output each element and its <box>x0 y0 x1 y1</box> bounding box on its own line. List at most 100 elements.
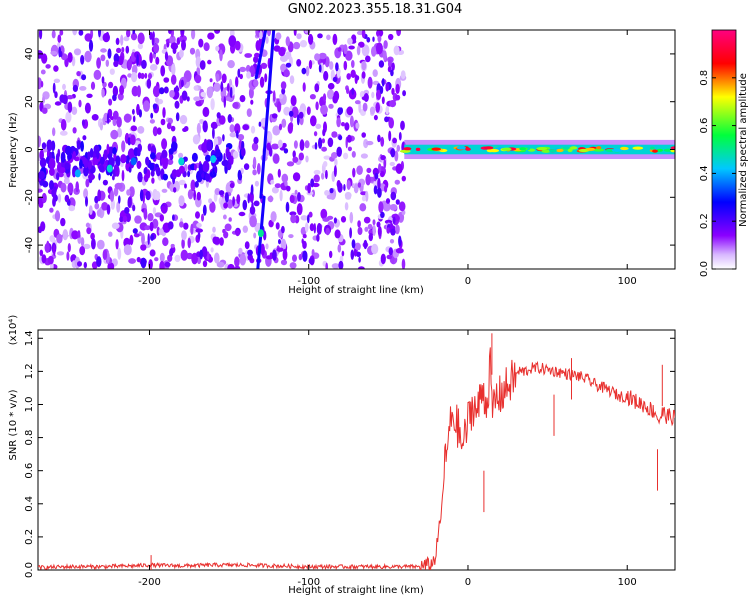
noise-speckle <box>202 260 208 268</box>
noise-speckle <box>340 216 347 223</box>
near-zero-blob <box>96 148 100 160</box>
noise-speckle <box>54 210 61 222</box>
noise-blob <box>292 156 299 163</box>
noise-blob <box>76 71 81 77</box>
noise-speckle <box>336 117 341 128</box>
noise-speckle <box>358 101 362 114</box>
noise-blob <box>125 45 130 54</box>
noise-blob <box>237 68 241 78</box>
noise-speckle <box>198 38 204 48</box>
noise-blob <box>272 249 277 261</box>
noise-blob <box>322 128 326 137</box>
noise-speckle <box>140 72 145 80</box>
noise-blob <box>121 169 125 182</box>
noise-blob <box>335 62 339 72</box>
signal-band-peak <box>611 148 623 152</box>
y-tick-label: 0 <box>24 146 35 152</box>
noise-speckle <box>331 263 340 269</box>
noise-blob <box>234 265 241 269</box>
noise-speckle <box>284 180 288 187</box>
noise-blob <box>115 37 120 46</box>
noise-blob <box>102 179 108 186</box>
noise-speckle <box>57 193 62 203</box>
noise-blob <box>363 239 368 250</box>
noise-blob <box>156 127 162 135</box>
noise-speckle <box>54 101 62 106</box>
noise-speckle <box>219 49 223 62</box>
signal-band-peak <box>620 146 629 151</box>
noise-blob <box>401 175 406 182</box>
noise-speckle <box>361 61 367 71</box>
noise-speckle <box>158 228 164 235</box>
noise-blob <box>199 60 206 70</box>
signal-band-peak <box>556 148 564 153</box>
noise-speckle <box>361 71 366 79</box>
noise-speckle <box>272 153 280 164</box>
noise-speckle <box>59 130 68 136</box>
noise-blob <box>380 211 385 218</box>
noise-speckle <box>331 152 338 159</box>
noise-speckle <box>131 64 138 75</box>
noise-speckle <box>246 108 252 117</box>
noise-blob <box>152 103 157 110</box>
noise-speckle <box>280 259 288 266</box>
noise-speckle <box>84 102 91 114</box>
noise-blob <box>107 48 112 59</box>
noise-blob <box>184 183 187 189</box>
noise-speckle <box>202 106 210 118</box>
noise-speckle <box>193 85 199 91</box>
noise-speckle <box>270 179 275 185</box>
noise-speckle <box>217 43 226 56</box>
noise-speckle <box>196 122 201 135</box>
noise-speckle <box>49 235 55 243</box>
noise-speckle <box>337 47 342 52</box>
noise-blob <box>250 99 254 105</box>
noise-blob <box>401 258 406 269</box>
noise-speckle <box>328 103 334 109</box>
noise-speckle <box>299 40 308 48</box>
signal-band-peak <box>465 147 471 151</box>
noise-blob <box>355 75 360 81</box>
noise-blob <box>227 114 232 123</box>
near-zero-blob <box>178 165 185 174</box>
noise-speckle <box>71 230 79 240</box>
noise-speckle <box>218 115 226 125</box>
noise-blob <box>148 73 152 80</box>
noise-blob <box>310 178 315 188</box>
noise-speckle <box>311 249 315 257</box>
noise-blob <box>381 78 385 87</box>
noise-speckle <box>385 105 390 115</box>
noise-blob <box>281 225 285 234</box>
y-tick-label: 20 <box>24 95 35 108</box>
noise-blob <box>383 159 387 169</box>
noise-blob <box>286 185 291 192</box>
noise-blob <box>384 116 389 123</box>
noise-speckle <box>382 201 391 212</box>
noise-speckle <box>133 233 140 238</box>
noise-blob <box>333 217 337 224</box>
noise-speckle <box>346 180 351 190</box>
noise-blob <box>388 130 392 142</box>
near-zero-blob <box>89 148 94 158</box>
noise-speckle <box>130 125 137 132</box>
noise-speckle <box>163 77 170 83</box>
noise-speckle <box>296 203 303 216</box>
noise-blob <box>153 43 160 54</box>
near-zero-blob <box>168 148 174 155</box>
noise-blob <box>197 232 201 240</box>
noise-blob <box>316 223 322 235</box>
noise-speckle <box>189 47 196 55</box>
noise-speckle <box>195 56 201 68</box>
noise-speckle <box>354 242 361 251</box>
noise-speckle <box>161 188 168 193</box>
noise-speckle <box>281 173 289 183</box>
noise-blob <box>161 138 168 150</box>
noise-blob <box>136 256 141 263</box>
noise-speckle <box>196 222 202 228</box>
noise-speckle <box>109 68 115 75</box>
near-zero-blob <box>112 147 117 155</box>
noise-speckle <box>358 41 365 48</box>
noise-speckle <box>348 45 355 50</box>
noise-blob <box>67 101 73 113</box>
noise-blob <box>296 114 300 126</box>
